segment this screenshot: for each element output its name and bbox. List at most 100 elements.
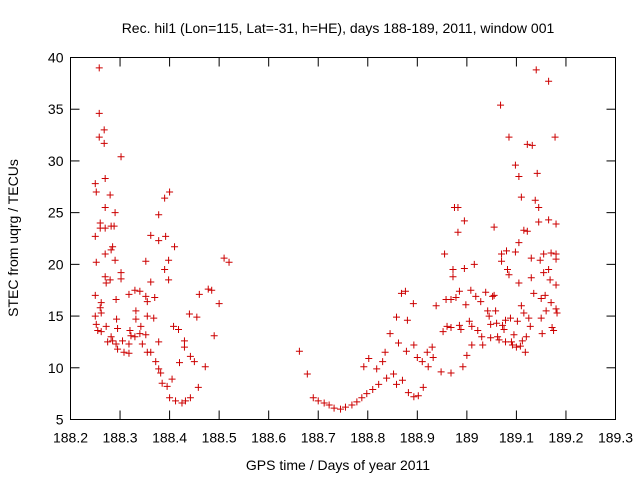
data-point (150, 314, 158, 322)
data-point (547, 299, 555, 307)
data-point (92, 258, 100, 266)
data-point (535, 218, 543, 226)
data-point (459, 363, 467, 371)
data-point (147, 231, 155, 239)
data-point (142, 331, 150, 339)
data-point (463, 351, 471, 359)
data-point (468, 322, 476, 330)
data-point (303, 370, 311, 378)
data-point (515, 172, 523, 180)
data-point (487, 320, 495, 328)
data-point (449, 266, 457, 274)
data-point (410, 393, 418, 401)
data-point (163, 382, 171, 390)
data-point (527, 254, 535, 262)
data-point (522, 333, 530, 341)
data-point (552, 220, 560, 228)
y-tick-label: 5 (56, 412, 64, 428)
data-point (125, 349, 133, 357)
x-axis-label: GPS time / Days of year 2011 (246, 457, 430, 473)
data-point (157, 369, 165, 377)
data-point (500, 326, 508, 334)
data-point (423, 348, 431, 356)
data-point (95, 133, 103, 141)
data-point (518, 337, 526, 345)
data-point (172, 397, 180, 405)
data-points (91, 64, 561, 413)
data-point (337, 405, 345, 413)
data-point (92, 320, 100, 328)
data-point (457, 326, 465, 334)
data-point (537, 294, 545, 302)
data-point (455, 287, 463, 295)
data-point (507, 338, 515, 346)
data-point (521, 348, 529, 356)
data-point (379, 358, 387, 366)
data-point (166, 394, 174, 402)
data-point (455, 321, 463, 329)
data-point (95, 109, 103, 117)
data-point (390, 370, 398, 378)
data-point (489, 292, 497, 300)
data-point (365, 354, 373, 362)
data-point (119, 337, 127, 345)
data-point (125, 340, 133, 348)
data-point (545, 266, 553, 274)
data-point (530, 289, 538, 297)
chart-title: Rec. hil1 (Lon=115, Lat=-31, h=HE), days… (122, 20, 555, 36)
data-point (91, 180, 99, 188)
data-point (484, 307, 492, 315)
data-point (452, 293, 460, 301)
data-point (101, 250, 109, 258)
data-point (114, 324, 122, 332)
data-point (553, 309, 561, 317)
data-point (91, 291, 99, 299)
data-point (424, 363, 432, 371)
data-point (117, 269, 125, 277)
data-point (186, 352, 194, 360)
data-point (508, 341, 516, 349)
data-point (176, 359, 183, 367)
data-point (520, 309, 528, 317)
data-point (394, 339, 402, 347)
data-point (482, 288, 490, 296)
data-point (92, 188, 100, 196)
data-point (468, 341, 476, 349)
data-point (474, 327, 482, 335)
data-point (460, 217, 468, 225)
data-point (95, 64, 103, 72)
y-tick-label: 30 (48, 153, 64, 169)
data-point (97, 328, 105, 336)
data-point (131, 333, 139, 341)
data-point (531, 196, 539, 204)
data-point (360, 363, 368, 371)
data-point (418, 358, 426, 366)
data-point (201, 363, 209, 371)
data-point (535, 203, 543, 211)
data-point (487, 334, 495, 342)
data-point (401, 287, 409, 295)
data-point (110, 222, 118, 230)
data-point (536, 256, 544, 264)
data-point (494, 333, 502, 341)
data-point (220, 254, 228, 262)
data-point (541, 291, 549, 299)
data-point (131, 286, 139, 294)
data-point (143, 312, 151, 320)
data-point (190, 358, 198, 366)
data-point (132, 307, 140, 315)
data-point (127, 332, 135, 340)
x-tick-label: 189.2 (548, 430, 583, 446)
y-tick-label: 35 (48, 101, 64, 117)
data-point (383, 374, 391, 382)
data-point (180, 337, 188, 345)
data-point (437, 368, 445, 376)
data-point (441, 250, 449, 258)
data-point (410, 341, 418, 349)
data-point (551, 133, 559, 141)
data-point (447, 323, 455, 331)
data-point (545, 216, 553, 224)
data-point (510, 331, 518, 339)
data-point (330, 404, 338, 412)
